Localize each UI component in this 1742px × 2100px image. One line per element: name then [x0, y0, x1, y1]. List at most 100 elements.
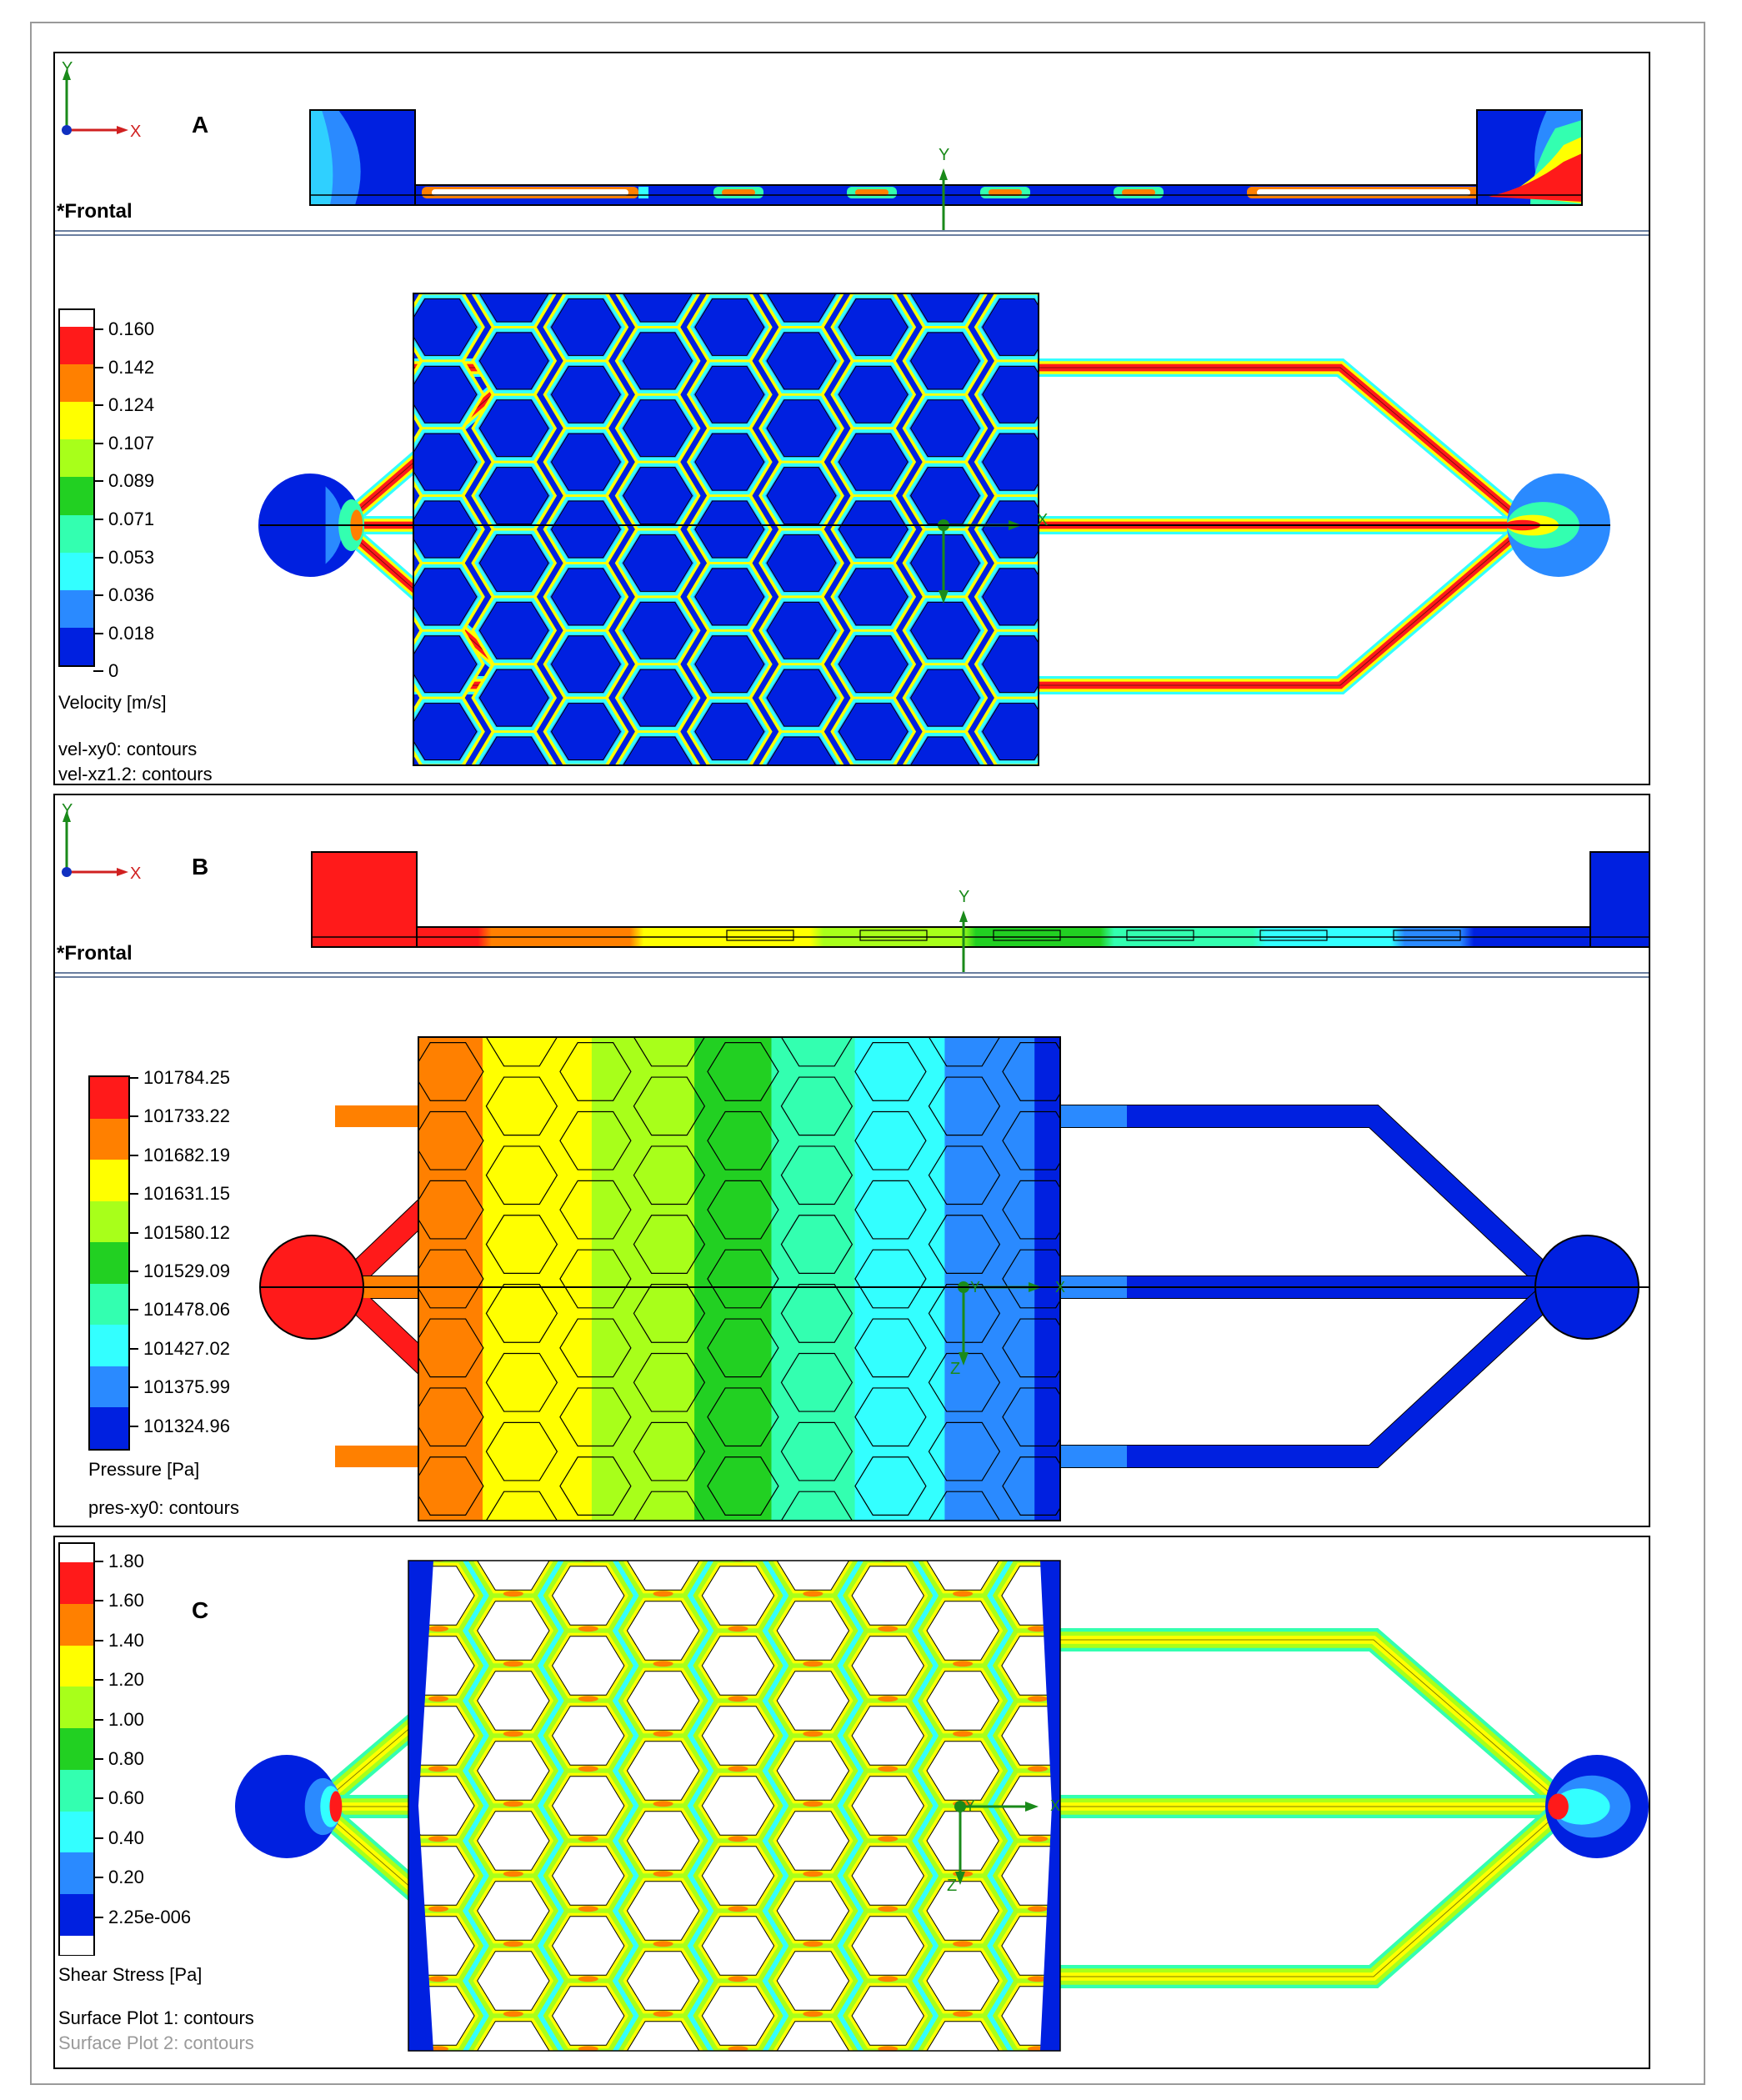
hex-pillar [851, 1706, 924, 1766]
legend-title: Shear Stress [Pa] [58, 1964, 203, 1985]
hex-pillar [926, 1951, 999, 2011]
hex-pillar [633, 1215, 706, 1274]
legend-color-band [90, 1160, 128, 1202]
legend-tick-label: 0 [108, 660, 119, 682]
hex-pillar [928, 1491, 1001, 1521]
legend-tick-label: 101580.12 [143, 1221, 230, 1243]
axis-x-label: X [1037, 511, 1049, 529]
hex-pillar [776, 1561, 850, 1591]
contour-note-1: Surface Plot 1: contours [58, 2007, 254, 2028]
hex-pillar [838, 635, 909, 694]
triad-x-label: X [130, 865, 142, 883]
legend-tick [93, 670, 103, 673]
hex-pillar [909, 332, 980, 390]
pillar-gap [419, 293, 465, 296]
hex-pillar [403, 2057, 474, 2069]
legend-tick-label: 1.20 [108, 1669, 144, 1691]
legend-color-band [60, 1769, 93, 1812]
legend-color-band [60, 589, 93, 629]
hex-pillar [559, 1042, 632, 1101]
legend-tick [93, 632, 103, 634]
hex-pillar [623, 399, 693, 458]
hex-pillar [626, 1881, 700, 1941]
hex-pillar [983, 232, 1052, 288]
hex-pillar [838, 703, 909, 761]
legend-tick-label: 101529.09 [143, 1261, 230, 1281]
top-view-velocity [258, 232, 1610, 785]
hex-pillar [485, 1421, 558, 1481]
hex-pillar [560, 974, 631, 1032]
legend-tick-label: 1.00 [108, 1708, 144, 1730]
legend-tick [128, 1386, 138, 1389]
hex-pillar [855, 1526, 926, 1527]
legend-color-band [60, 1852, 93, 1895]
legend-color-band [60, 627, 93, 666]
hex-pillar [766, 534, 837, 592]
hex-pillar [982, 433, 1039, 491]
pillar-gap [563, 293, 609, 296]
hex-pillar [926, 2021, 999, 2051]
hex-pillar [633, 1284, 706, 1343]
hex-pillar [982, 568, 1039, 626]
hex-pillar [413, 1526, 483, 1527]
legend-color-band [90, 1242, 128, 1285]
hex-pillar [551, 1566, 625, 1626]
hex-pillar [707, 1456, 779, 1516]
legend-color-band [90, 1407, 128, 1450]
hex-pillar [552, 770, 621, 785]
hex-pillar [707, 1180, 779, 1240]
legend-tick [93, 1758, 103, 1760]
legend-color-band [60, 1687, 93, 1729]
legend-tick-label: 0.160 [108, 318, 155, 339]
hex-pillar [550, 703, 621, 761]
triad-axis-icon [62, 810, 128, 877]
legend-tick-label: 0.20 [108, 1867, 144, 1888]
hex-pillar [926, 1811, 999, 1871]
legend-color-band [60, 1728, 93, 1771]
hex-pillar [776, 1671, 850, 1731]
legend-tick-label: 101733.22 [143, 1105, 230, 1127]
hex-pillar [928, 1421, 1001, 1481]
panel-b-pressure: Y X B *Frontal [53, 794, 1650, 1527]
hex-pillar [485, 1037, 558, 1067]
hex-pillar [553, 2057, 624, 2069]
inlet-port [235, 1755, 338, 1858]
hex-pillar [852, 1537, 924, 1555]
hex-pillar [854, 1318, 927, 1378]
legend-tick [93, 1837, 103, 1839]
legend-tick-label: 0.60 [108, 1787, 144, 1809]
legend-tick [93, 328, 103, 330]
hex-pillar [928, 1215, 1001, 1274]
hex-pillar [477, 1881, 550, 1941]
legend-tick-label: 101631.15 [143, 1183, 230, 1205]
hex-pillar [776, 1601, 850, 1661]
hex-pillar [551, 1776, 625, 1836]
axis-y-label: Y [965, 1797, 976, 1814]
hex-pillar [766, 399, 837, 458]
hex-pillar [413, 298, 478, 356]
legend-tick [128, 1347, 138, 1350]
legend-tick-label: 0.036 [108, 584, 155, 606]
hex-pillar [854, 1110, 927, 1170]
hex-pillar [851, 1916, 924, 1976]
hex-pillar [559, 1387, 632, 1447]
hex-pillar [694, 365, 765, 424]
pillar-gap [994, 763, 1039, 765]
legend-color-band [60, 1562, 93, 1605]
legend-tick [93, 1679, 103, 1682]
contour-note-2: Surface Plot 2: contours [58, 2032, 254, 2053]
legend-tick-label: 2.25e-006 [108, 1906, 192, 1927]
hex-pillar [418, 1042, 484, 1101]
legend-tick-label: 101682.19 [143, 1144, 230, 1165]
hex-pillar [623, 534, 693, 592]
hex-pillar [851, 1776, 924, 1836]
legend-color-band [60, 327, 93, 365]
triad-axis-icon [62, 68, 128, 135]
hex-pillar [982, 703, 1039, 761]
legend-tick [93, 1600, 103, 1602]
hex-pillar [551, 1986, 625, 2046]
hex-pillar [633, 1352, 706, 1412]
hex-pillar [851, 1566, 924, 1626]
legend-tick-label: 1.40 [108, 1629, 144, 1651]
hex-pillar [909, 467, 980, 525]
